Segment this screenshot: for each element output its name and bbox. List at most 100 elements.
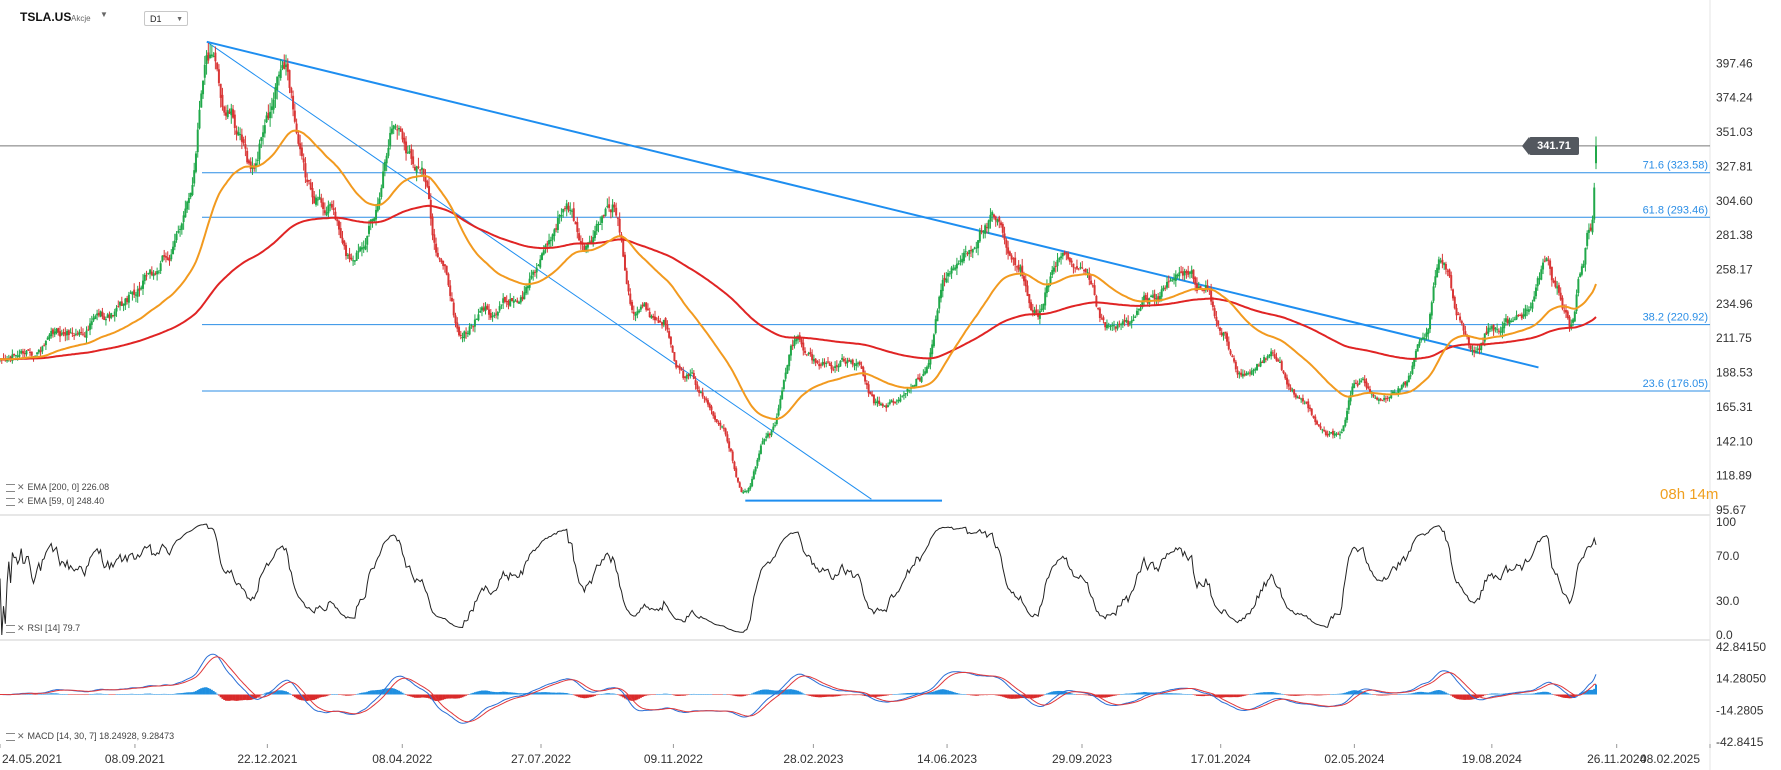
macd-histogram-bar — [1413, 692, 1416, 695]
macd-histogram-bar — [360, 692, 363, 695]
candle-body — [491, 316, 494, 318]
macd-histogram-bar — [1160, 693, 1163, 695]
settings-icon[interactable] — [6, 497, 15, 506]
macd-histogram-bar — [1293, 694, 1296, 696]
candle-body — [671, 345, 674, 353]
macd-histogram-bar — [505, 691, 508, 695]
macd-histogram-bar — [1098, 694, 1101, 698]
settings-icon[interactable] — [6, 624, 15, 633]
macd-histogram-bar — [325, 694, 328, 697]
candle-body — [383, 161, 386, 171]
price-axis-tick-label: 351.03 — [1716, 125, 1753, 139]
macd-histogram-bar — [262, 694, 265, 695]
close-icon[interactable]: ✕ — [17, 482, 25, 492]
macd-histogram-bar — [627, 694, 630, 701]
candle-body — [1363, 378, 1366, 384]
macd-histogram-bar — [1418, 691, 1421, 695]
timeframe-select[interactable]: D1 ▼ — [144, 11, 188, 26]
candle-body — [1344, 419, 1347, 426]
macd-histogram-bar — [814, 694, 817, 698]
candle-body — [519, 297, 522, 303]
chevron-down-icon: ▼ — [176, 16, 183, 23]
candle-body — [334, 211, 337, 220]
macd-histogram-bar — [104, 694, 107, 695]
macd-histogram-bar — [763, 689, 766, 695]
macd-histogram-bar — [724, 694, 727, 695]
candle-body — [1187, 270, 1190, 275]
trendline[interactable] — [206, 41, 872, 500]
candle-body — [669, 336, 672, 345]
macd-histogram-bar — [904, 693, 907, 695]
close-icon[interactable]: ✕ — [17, 731, 25, 741]
macd-histogram-bar — [1109, 694, 1112, 697]
candle-body — [154, 273, 157, 275]
macd-histogram-bar — [1474, 694, 1477, 699]
macd-histogram-bar — [1132, 693, 1135, 695]
candle-body — [691, 372, 694, 374]
candle-body — [925, 367, 928, 373]
close-icon[interactable]: ✕ — [17, 623, 25, 633]
macd-histogram-bar — [1353, 690, 1356, 695]
candle-body — [791, 344, 794, 347]
candle-body — [350, 257, 353, 260]
macd-histogram-bar — [260, 694, 263, 696]
price-axis-tick-label: 95.67 — [1716, 503, 1746, 517]
candle-body — [122, 303, 125, 306]
macd-histogram-bar — [322, 694, 325, 697]
candle-body — [613, 204, 616, 208]
candle-body — [1543, 260, 1546, 262]
candle-body — [149, 269, 152, 274]
macd-histogram-bar — [1075, 694, 1078, 695]
candle-body — [992, 214, 995, 217]
macd-histogram-bar — [274, 690, 277, 695]
candle-body — [1333, 433, 1336, 436]
candle-body — [85, 330, 88, 338]
candle-body — [1353, 383, 1356, 388]
macd-histogram-bar — [1093, 694, 1096, 697]
macd-histogram-bar — [911, 692, 914, 695]
candle-body — [87, 329, 90, 331]
candle-body — [788, 354, 791, 367]
candle-body — [1264, 358, 1267, 360]
close-icon[interactable]: ✕ — [17, 496, 25, 506]
ema59-label: EMA [59, 0] 248.40 — [27, 496, 105, 506]
macd-histogram-bar — [691, 694, 694, 695]
macd-histogram-bar — [1376, 694, 1379, 696]
candle-body — [569, 210, 572, 212]
macd-histogram-bar — [503, 691, 506, 695]
macd-histogram-bar — [313, 694, 316, 700]
candle-body — [101, 311, 104, 317]
macd-histogram-bar — [67, 694, 70, 695]
macd-histogram-bar — [394, 689, 397, 695]
macd-histogram-bar — [346, 694, 349, 696]
macd-histogram-bar — [417, 694, 420, 698]
macd-histogram-bar — [1526, 693, 1529, 695]
macd-histogram-bar — [1369, 693, 1372, 695]
candle-body — [1231, 355, 1234, 357]
macd-label: MACD [14, 30, 7] 18.24928, 9.28473 — [27, 731, 175, 741]
macd-histogram-bar — [224, 694, 227, 701]
settings-icon[interactable] — [6, 732, 15, 741]
macd-histogram-bar — [1482, 694, 1485, 697]
candle-body — [1238, 373, 1241, 375]
candle-body — [968, 250, 971, 254]
macd-histogram-bar — [343, 694, 346, 696]
symbol-label[interactable]: TSLA.US — [20, 10, 72, 24]
candle-body — [828, 362, 831, 366]
macd-histogram-bar — [941, 689, 944, 695]
trendline[interactable] — [206, 40, 1539, 369]
macd-histogram-bar — [539, 692, 542, 695]
candle-body — [1308, 407, 1311, 409]
macd-histogram-bar — [300, 694, 303, 701]
settings-icon[interactable] — [6, 483, 15, 492]
candle-body — [81, 333, 84, 335]
candle-body — [343, 240, 346, 247]
macd-histogram-bar — [984, 694, 987, 696]
symbol-dropdown-icon[interactable]: ▼ — [100, 10, 108, 19]
candle-body — [878, 400, 881, 405]
candle-body — [1284, 373, 1287, 379]
candle-body — [127, 294, 130, 303]
candle-body — [472, 326, 475, 328]
candle-body — [1250, 370, 1253, 375]
